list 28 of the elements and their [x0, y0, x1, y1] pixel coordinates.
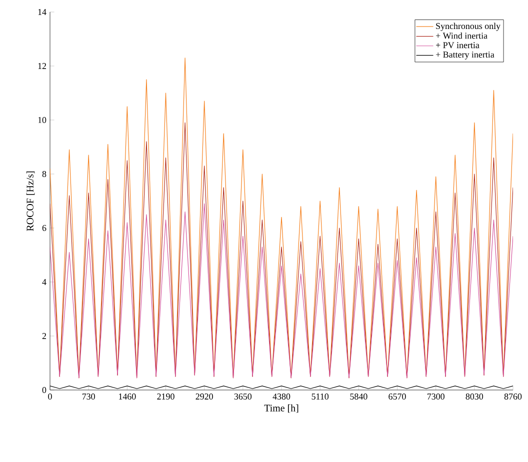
x-tick-label: 5840 [350, 394, 368, 400]
y-tick-label: 4 [42, 279, 46, 285]
legend-label: + PV inertia [436, 42, 480, 48]
x-tick-label: 3650 [234, 394, 252, 400]
x-tick-label: 8760 [504, 394, 522, 400]
x-tick-label: 8030 [466, 394, 484, 400]
x-tick-label: 2190 [157, 394, 174, 400]
x-tick-label: 2920 [196, 394, 213, 400]
y-tick-label: 6 [42, 224, 46, 232]
x-tick-label: 4380 [272, 394, 290, 400]
x-axis-title: Time [h] [264, 404, 298, 413]
legend-label: + Wind inertia [436, 32, 488, 39]
x-tick-label: 7300 [427, 394, 444, 400]
x-tick-label: 730 [82, 394, 95, 400]
y-tick-label: 14 [38, 9, 46, 15]
y-tick-label: 8 [42, 170, 46, 178]
legend-label: + Battery inertia [436, 52, 494, 60]
y-tick-label: 12 [38, 63, 46, 69]
y-tick-label: 0 [42, 386, 46, 394]
x-tick-label: 1460 [118, 394, 136, 400]
y-tick-label: 2 [42, 333, 46, 339]
y-tick-label: 10 [38, 116, 46, 124]
y-axis-title: ROCOF [Hz/s] [26, 171, 35, 232]
x-tick-label: 5110 [312, 394, 329, 400]
x-tick-label: 0 [48, 394, 52, 400]
x-tick-label: 6570 [388, 394, 406, 400]
legend-label: Synchronous only [436, 22, 501, 31]
line-series [50, 203, 514, 378]
